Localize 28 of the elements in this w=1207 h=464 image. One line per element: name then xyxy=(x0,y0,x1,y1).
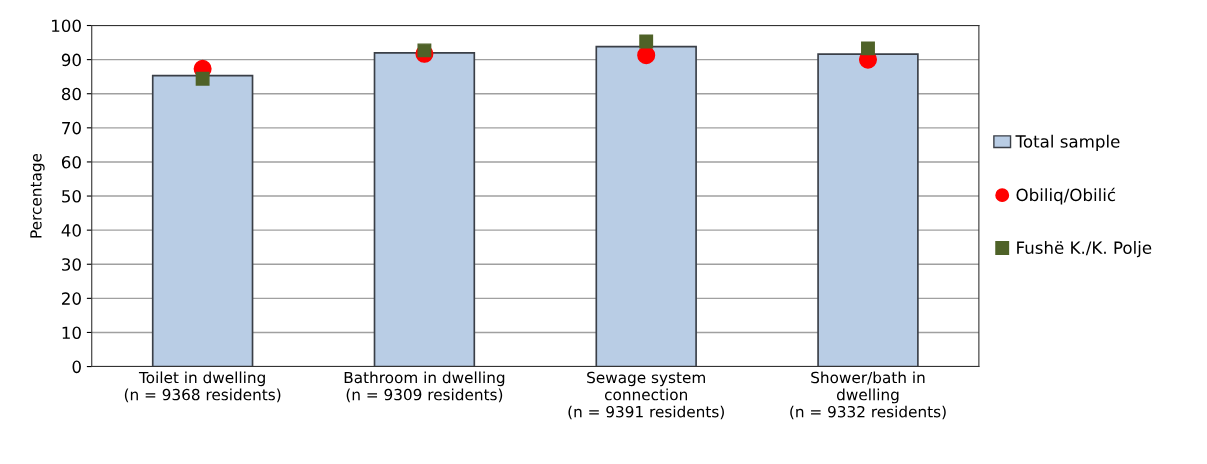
point xyxy=(861,41,875,56)
legend-label: Obiliq/Obilić xyxy=(1016,187,1116,205)
y-tick-label: 90 xyxy=(61,53,81,67)
y-tick-label: 80 xyxy=(61,87,81,101)
point xyxy=(195,71,210,86)
y-tick-label: 10 xyxy=(62,326,81,340)
legend-label: Fushë K./K. Polje xyxy=(1017,241,1152,258)
y-tick-label: 20 xyxy=(62,292,81,305)
y-tick-label: 0 xyxy=(72,360,81,374)
point xyxy=(417,43,432,58)
y-tick-label: 60 xyxy=(61,155,81,169)
x-tick-label: Shower/bath in dwelling (n = 9332 residents) xyxy=(790,371,946,420)
legend-label: Total sample xyxy=(1015,134,1120,151)
y-tick-label: 100 xyxy=(52,19,81,33)
x-tick-label: Sewage system connection (n = 9391 residents) xyxy=(568,371,724,420)
y-tick-label: 40 xyxy=(61,224,81,237)
bar xyxy=(817,53,919,367)
bar xyxy=(373,51,476,367)
x-tick-label: Toilet in dwelling (n = 9368 residents) xyxy=(124,371,281,403)
bar xyxy=(151,74,254,367)
point xyxy=(639,34,654,49)
y-axis-title: Percentage xyxy=(30,153,45,238)
y-tick-label: 30 xyxy=(62,258,81,271)
y-tick-label: 70 xyxy=(62,121,81,135)
bar xyxy=(595,45,697,367)
y-tick-label: 50 xyxy=(62,190,81,203)
x-tick-label: Bathroom in dwelling (n = 9309 residents) xyxy=(344,371,505,403)
point xyxy=(637,46,656,65)
